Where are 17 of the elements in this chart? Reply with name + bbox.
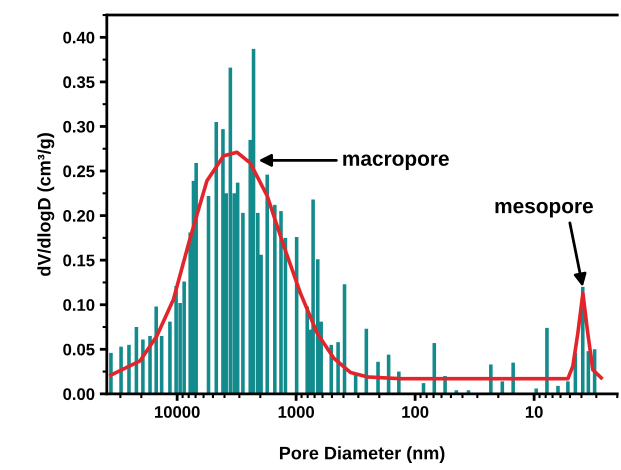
y-tick-label: 0.40 <box>63 32 94 44</box>
y-tick-label: 0.30 <box>63 120 94 133</box>
annotation: macropore <box>343 154 449 170</box>
y-axis-title: dV/dlogD (cm³/g) <box>37 133 54 276</box>
x-tick-label: 10000 <box>155 406 200 418</box>
y-tick-label: 0.00 <box>63 388 94 400</box>
x-axis-title: Pore Diameter (nm) <box>280 446 444 464</box>
y-tick-label: 0.15 <box>63 254 95 266</box>
y-tick-label: 0.25 <box>63 165 95 178</box>
y-tick-label: 0.10 <box>63 299 94 311</box>
y-tick-label: 0.20 <box>63 210 94 222</box>
x-tick-label: 100 <box>402 406 428 418</box>
annotation: mesopore <box>495 202 593 218</box>
x-tick-label: 1000 <box>278 406 314 418</box>
y-tick-label: 0.05 <box>63 344 95 356</box>
y-tick-label: 0.35 <box>63 76 95 88</box>
x-tick-label: 10 <box>526 406 543 418</box>
